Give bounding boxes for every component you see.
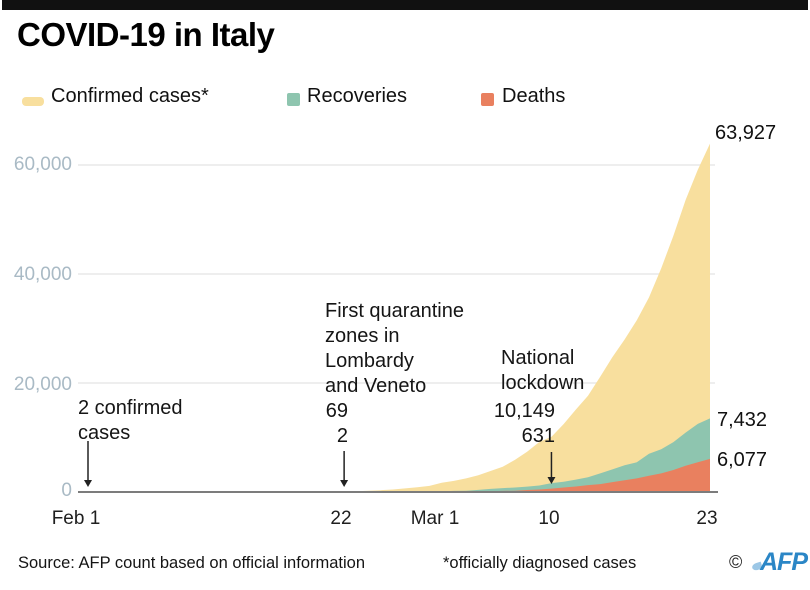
source-text: Source: AFP count based on official info… (18, 554, 366, 572)
annotation-national-lockdown: National lockdown (501, 346, 584, 396)
legend-swatch-recoveries (287, 93, 300, 106)
legend-label-confirmed: Confirmed cases* (51, 85, 209, 107)
page-title: COVID-19 in Italy (17, 16, 275, 53)
end-label-recoveries: 7,432 (717, 409, 768, 431)
y-tick-40000: 40,000 (13, 264, 72, 285)
annotation-line: lockdown (501, 372, 585, 394)
footnote-text: *officially diagnosed cases (443, 554, 637, 572)
annotation-line: and Veneto (325, 375, 427, 397)
x-tick-mar1: Mar 1 (410, 508, 460, 529)
x-tick-mar10: 10 (538, 508, 560, 529)
annotation-value-deaths: 631 (521, 425, 555, 447)
annotation-line: cases (78, 422, 131, 444)
annotation-value-confirmed: 69 (325, 400, 348, 422)
x-tick-feb1: Feb 1 (51, 508, 101, 529)
annotation-line: 2 confirmed (78, 397, 183, 419)
annotation-value-deaths: 2 (336, 425, 348, 447)
y-tick-0: 0 (61, 480, 72, 501)
x-tick-feb22: 22 (330, 508, 352, 529)
annotation-line: National (501, 347, 575, 369)
annotation-line: First quarantine (325, 300, 464, 322)
legend-label-recoveries: Recoveries (307, 85, 408, 107)
top-accent-bar (2, 0, 808, 10)
annotation-value-confirmed: 10,149 (493, 400, 555, 422)
copyright-symbol: © (729, 552, 743, 572)
end-label-confirmed: 63,927 (715, 122, 777, 144)
annotation-line: zones in (325, 325, 400, 347)
x-tick-mar23: 23 (696, 508, 718, 529)
annotation-first-cases: 2 confirmed cases (78, 396, 183, 446)
end-label-deaths: 6,077 (717, 449, 768, 471)
legend-label-deaths: Deaths (502, 85, 566, 107)
y-tick-60000: 60,000 (13, 154, 72, 175)
annotation-quarantine-zones: First quarantine zones in Lombardy and V… (325, 299, 464, 399)
legend-swatch-deaths (481, 93, 494, 106)
y-tick-20000: 20,000 (13, 374, 72, 395)
legend-swatch-confirmed (22, 97, 44, 106)
annotation-line: Lombardy (325, 350, 414, 372)
afp-logo: AFP (760, 548, 808, 576)
